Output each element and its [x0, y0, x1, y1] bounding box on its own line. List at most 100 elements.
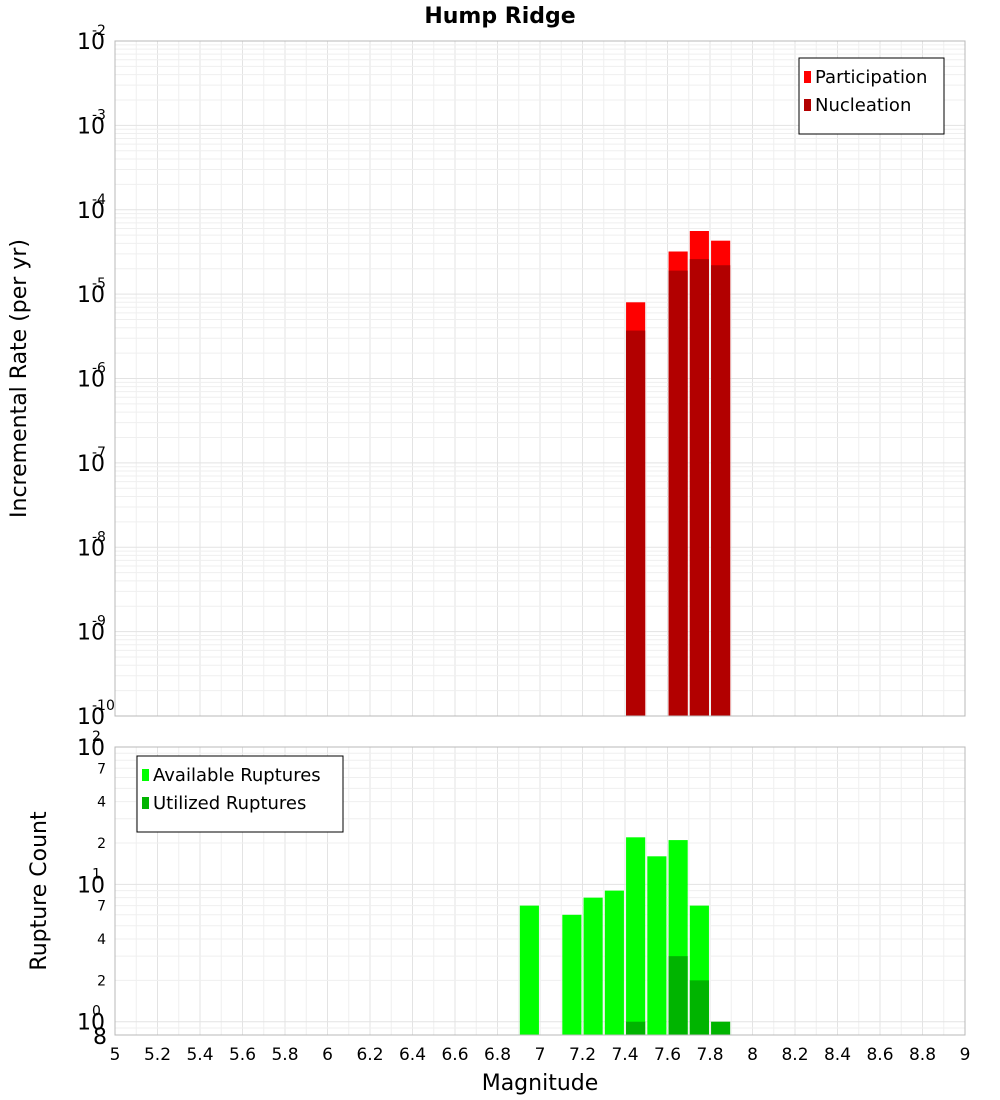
x-tick-label: 5.8	[271, 1045, 298, 1065]
top-bar-nucleation	[668, 270, 688, 716]
top-y-tick-label: 10-4	[77, 192, 106, 224]
legend-label: Available Ruptures	[153, 765, 321, 786]
x-tick-label: 6.8	[484, 1045, 511, 1065]
bottom-y-tick-label: 101	[77, 866, 105, 898]
x-tick-label: 5	[110, 1045, 121, 1065]
x-tick-label: 8.6	[866, 1045, 893, 1065]
bottom-y-axis-label: Rupture Count	[27, 811, 52, 971]
x-tick-label: 7	[535, 1045, 546, 1065]
tick-base: 10	[77, 283, 105, 308]
tick-exponent: 1	[92, 866, 101, 882]
bottom-y-minor-tick-label: 2	[97, 836, 106, 852]
bottom-legend: Available Ruptures Utilized Ruptures	[136, 755, 344, 833]
top-y-tick-label: 10-5	[77, 276, 106, 308]
x-tick-label: 5.6	[229, 1045, 256, 1065]
tick-base: 10	[77, 368, 105, 393]
x-tick-label: 7.2	[569, 1045, 596, 1065]
bottom-bar-available-ruptures	[626, 837, 646, 1035]
x-tick-label: 6.6	[441, 1045, 468, 1065]
x-tick-label: 7.4	[611, 1045, 638, 1065]
tick-exponent: -6	[92, 361, 106, 377]
top-plot-bars	[626, 231, 731, 716]
legend-box	[136, 755, 344, 833]
bottom-y-minor-tick-label: 7	[97, 899, 106, 915]
tick-exponent: -10	[92, 698, 115, 714]
bottom-y-tick-label: 102	[77, 729, 105, 761]
top-y-tick-label: 10-2	[77, 23, 106, 55]
bottom-bar-available-ruptures	[647, 856, 667, 1035]
legend-swatch	[142, 769, 149, 781]
x-tick-label: 7.8	[696, 1045, 723, 1065]
bottom-bar-utilized-ruptures	[626, 1021, 646, 1035]
x-tick-label: 9	[960, 1045, 971, 1065]
bottom-y-tick-label: 100	[77, 1004, 105, 1036]
x-tick-label: 8	[747, 1045, 758, 1065]
tick-exponent: -2	[92, 23, 106, 39]
tick-exponent: 2	[92, 729, 101, 745]
tick-base: 10	[77, 873, 105, 898]
bottom-plot-frame	[114, 746, 966, 1036]
bottom-y-minor-tick-label: 4	[97, 795, 106, 811]
top-plot-grid	[114, 41, 966, 717]
x-axis-label: Magnitude	[482, 1071, 599, 1096]
legend-label: Participation	[815, 67, 927, 88]
tick-base: 10	[77, 199, 105, 224]
tick-exponent: -4	[92, 192, 106, 208]
tick-base: 10	[77, 536, 105, 561]
bottom-plot-bars	[519, 837, 731, 1035]
x-tick-labels: 5 5.2 5.4 5.6 5.8 6 6.2 6.4 6.6 6.8 7 7.2 7.4 7.6 7.8 8…	[110, 1045, 971, 1065]
legend-swatch	[804, 71, 811, 83]
legend-label: Utilized Ruptures	[153, 793, 306, 814]
top-y-tick-label: 10-10	[77, 698, 115, 730]
top-bar-nucleation	[711, 265, 731, 716]
top-y-tick-label: 10-6	[77, 361, 106, 393]
tick-base: 10	[77, 114, 105, 139]
x-tick-label: 6	[322, 1045, 333, 1065]
x-tick-label: 7.6	[654, 1045, 681, 1065]
chart-title: Hump Ridge	[424, 4, 575, 29]
tick-exponent: -9	[92, 614, 106, 630]
x-tick-label: 8.4	[824, 1045, 851, 1065]
top-plot-frame	[114, 40, 966, 717]
bottom-y-minor-tick-label: 8	[93, 1025, 107, 1050]
bottom-y-minor-tick-label: 4	[97, 932, 106, 948]
top-y-tick-label: 10-7	[77, 445, 106, 477]
tick-base: 10	[77, 452, 105, 477]
tick-base: 10	[77, 1011, 105, 1036]
x-tick-label: 8.8	[909, 1045, 936, 1065]
legend-swatch	[804, 99, 811, 111]
legend-swatch	[142, 797, 149, 809]
bottom-bar-utilized-ruptures	[689, 980, 709, 1035]
top-y-tick-label: 10-9	[77, 614, 106, 646]
bottom-y-minor-tick-label: 7	[97, 761, 106, 777]
top-y-tick-label: 10-8	[77, 529, 106, 561]
tick-exponent: -3	[92, 107, 106, 123]
x-tick-label: 8.2	[781, 1045, 808, 1065]
bottom-bar-utilized-ruptures	[668, 956, 688, 1035]
tick-exponent: -8	[92, 529, 106, 545]
tick-exponent: -5	[92, 276, 106, 292]
tick-exponent: -7	[92, 445, 106, 461]
tick-base: 10	[77, 736, 105, 761]
top-y-tick-labels: 10-210-310-410-510-610-710-810-910-10	[77, 23, 115, 730]
tick-base: 10	[77, 621, 105, 646]
tick-base: 10	[77, 30, 105, 55]
bottom-bar-available-ruptures	[519, 905, 539, 1035]
tick-exponent: 0	[92, 1004, 101, 1020]
x-tick-label: 6.2	[356, 1045, 383, 1065]
bottom-bar-available-ruptures	[583, 897, 603, 1035]
bottom-bar-utilized-ruptures	[711, 1021, 731, 1035]
top-legend: Participation Nucleation	[798, 57, 945, 135]
bottom-bar-available-ruptures	[604, 890, 624, 1035]
x-tick-label: 5.2	[144, 1045, 171, 1065]
bottom-y-minor-tick-label: 2	[97, 973, 106, 989]
top-bar-nucleation	[689, 259, 709, 716]
x-tick-label: 5.4	[186, 1045, 213, 1065]
legend-label: Nucleation	[815, 95, 911, 116]
x-tick-label: 6.4	[399, 1045, 426, 1065]
tick-base: 10	[77, 705, 105, 730]
top-y-tick-label: 10-3	[77, 107, 106, 139]
